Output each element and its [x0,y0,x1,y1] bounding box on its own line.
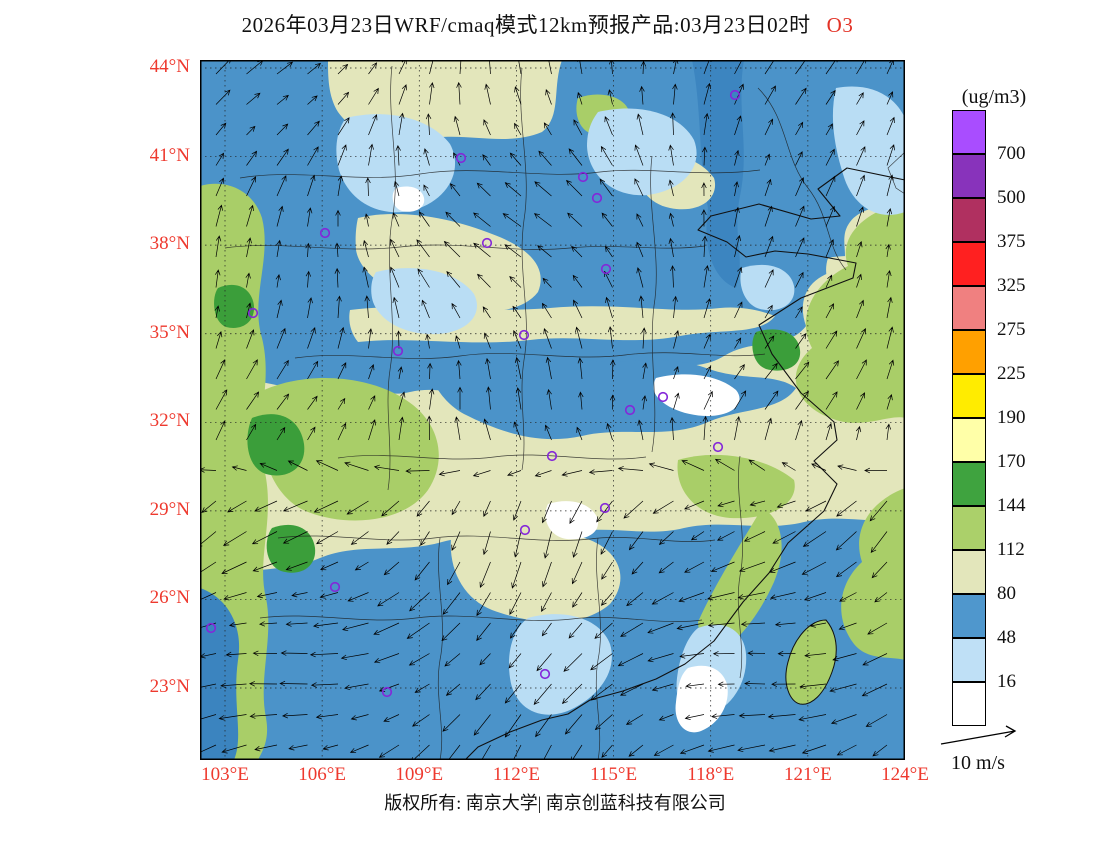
concentration-field [200,60,905,760]
legend-value-label: 225 [997,363,1026,384]
city-marker [481,237,493,249]
city-marker [600,263,612,275]
legend-color-swatch [952,374,986,418]
lat-label: 23°N [149,675,190,697]
legend-unit-label: (ug/m3) [961,86,1027,108]
city-marker [591,192,603,204]
legend-value-label: 80 [997,583,1016,604]
legend-color-swatch [952,242,986,286]
legend-color-swatch [952,198,986,242]
legend-color-swatch [952,110,986,154]
legend-value-label: 48 [997,627,1016,648]
city-marker [392,345,404,357]
legend-value-label: 144 [997,495,1026,516]
coastline [464,167,905,760]
city-marker [319,227,331,239]
wind-scale-arrow [940,725,1017,745]
legend-value-label: 500 [997,187,1026,208]
legend-color-swatch [952,638,986,682]
city-marker [539,668,551,680]
lon-label: 121°E [783,764,832,785]
lon-label: 103°E [201,764,249,785]
legend-value-label: 112 [997,539,1025,560]
lat-label: 32°N [149,410,190,432]
legend-value-label: 190 [997,407,1026,428]
lat-label: 29°N [149,498,190,520]
legend-colorbar [952,110,986,726]
legend-color-swatch [952,462,986,506]
lat-label: 44°N [149,56,190,77]
wind-scale-label: 10 m/s [951,752,1005,774]
lon-label: 109°E [395,764,444,785]
legend-color-swatch [952,550,986,594]
map-border [200,60,905,760]
legend-value-label: 275 [997,319,1026,340]
city-markers [205,89,741,698]
lon-label: 115°E [590,764,638,785]
wind-vectors [200,60,895,760]
lat-label: 35°N [149,321,190,343]
legend-color-swatch [952,594,986,638]
latlon-grid [200,60,905,760]
city-marker [247,307,259,319]
title-text: 2026年03月23日WRF/cmaq模式12km预报产品:03月23日02时 [241,13,811,37]
city-marker [381,686,393,698]
city-marker [729,89,741,101]
lon-label: 124°E [881,764,929,785]
copyright-text: 版权所有: 南京大学| 南京创蓝科技有限公司 [384,793,726,813]
legend-color-swatch [952,154,986,198]
legend-value-label: 325 [997,275,1026,296]
taiwan-island [785,619,837,705]
city-marker [205,622,217,634]
legend-color-swatch [952,682,986,726]
city-marker [519,524,531,536]
city-marker [577,171,589,183]
city-marker [624,404,636,416]
legend-color-swatch [952,330,986,374]
page-title: 2026年03月23日WRF/cmaq模式12km预报产品:03月23日02时 O… [0,9,1095,39]
forecast-map [200,60,905,760]
legend-color-swatch [952,286,986,330]
legend-value-label: 700 [997,143,1026,164]
lat-label: 26°N [149,587,190,609]
legend-value-label: 375 [997,231,1026,252]
title-pollutant: O3 [826,13,854,37]
lon-label: 112°E [492,764,540,785]
lon-label: 118°E [687,764,735,785]
lat-label: 38°N [149,233,190,255]
city-marker [518,329,530,341]
city-marker [546,450,558,462]
city-marker [329,581,341,593]
legend-value-label: 16 [997,671,1016,692]
lon-label: 106°E [298,764,346,785]
city-marker [599,502,611,514]
legend-color-swatch [952,506,986,550]
legend-color-swatch [952,418,986,462]
city-marker [712,441,724,453]
city-marker [657,391,669,403]
lat-label: 41°N [149,144,190,166]
city-marker [455,152,467,164]
legend-value-label: 170 [997,451,1026,472]
